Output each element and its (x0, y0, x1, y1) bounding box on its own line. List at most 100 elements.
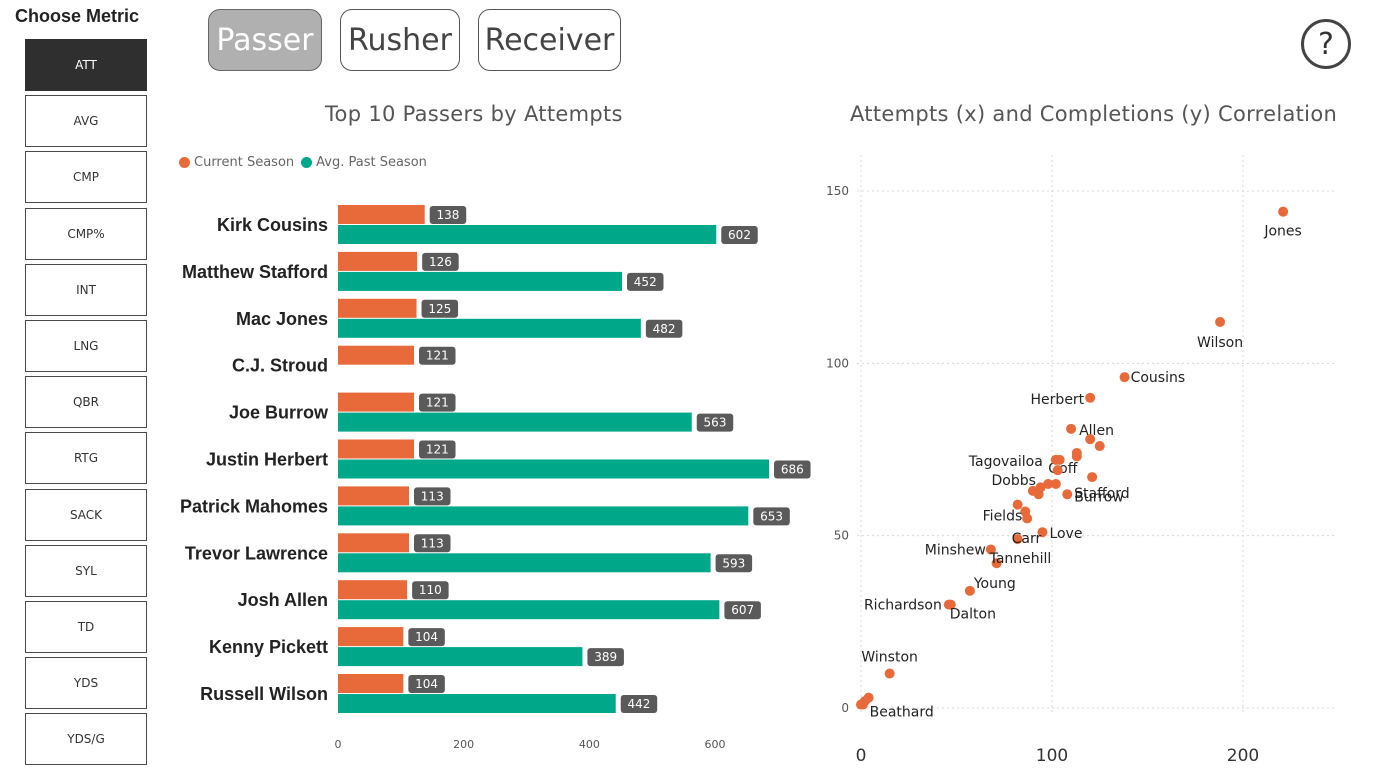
y-tick-label: 150 (826, 184, 849, 198)
scatter-point[interactable] (1062, 489, 1073, 500)
point-label: Stafford (1074, 486, 1130, 502)
player-label: Kenny Pickett (209, 637, 328, 657)
data-label-bg (429, 206, 467, 224)
player-label: Patrick Mahomes (180, 496, 328, 516)
scatter-point[interactable] (1050, 478, 1061, 489)
scatter-point[interactable] (1020, 506, 1031, 517)
scatter-point[interactable] (1071, 447, 1082, 458)
x-tick-label: 200 (453, 738, 474, 751)
metric-button-int[interactable]: INT (25, 263, 147, 316)
metric-button-yds[interactable]: YDS (25, 657, 147, 710)
metric-button-att[interactable]: ATT (25, 39, 147, 91)
scatter-point[interactable] (945, 599, 956, 610)
tab-receiver[interactable]: Receiver (478, 9, 621, 71)
scatter-point[interactable] (1054, 454, 1065, 465)
scatter-point[interactable] (1035, 482, 1046, 493)
scatter-point[interactable] (1052, 465, 1063, 476)
bar-past-season[interactable] (338, 694, 616, 713)
bar-past-season[interactable] (338, 271, 623, 291)
metric-button-sack[interactable]: SACK (25, 488, 147, 541)
bar-past-season[interactable] (338, 412, 692, 432)
scatter-point[interactable] (943, 599, 954, 610)
metric-button-qbr[interactable]: QBR (25, 376, 147, 429)
data-label-bg (587, 648, 624, 667)
tab-passer[interactable]: Passer (208, 9, 322, 71)
bar-past-season[interactable] (338, 506, 749, 526)
data-label: 121 (426, 349, 449, 363)
scatter-point[interactable] (1119, 372, 1130, 383)
scatter-point[interactable] (991, 558, 1002, 569)
bar-current-season[interactable] (338, 205, 425, 224)
data-label-bg (774, 460, 811, 479)
point-label: Carr (1012, 531, 1042, 547)
bar-current-season[interactable] (338, 439, 415, 459)
scatter-point[interactable] (1022, 513, 1033, 524)
scatter-point[interactable] (1027, 485, 1038, 496)
bar-past-season[interactable] (338, 600, 720, 620)
scatter-point[interactable] (859, 696, 870, 707)
bar-current-season[interactable] (338, 486, 410, 506)
scatter-point[interactable] (1215, 316, 1226, 327)
scatter-point[interactable] (985, 544, 996, 555)
scatter-point[interactable] (1012, 499, 1023, 510)
data-label: 104 (415, 677, 438, 691)
scatter-point[interactable] (1085, 434, 1096, 445)
metric-button-syl[interactable]: SYL (25, 544, 147, 597)
scatter-point[interactable] (1066, 423, 1077, 434)
scatter-point[interactable] (863, 692, 874, 703)
bar-current-season[interactable] (338, 627, 404, 647)
data-label: 104 (415, 630, 438, 644)
legend-dot-current (179, 157, 190, 168)
help-icon[interactable]: ? (1301, 19, 1351, 69)
bar-current-season[interactable] (338, 674, 404, 693)
bar-past-season[interactable] (338, 459, 770, 479)
point-label: Cousins (1131, 370, 1186, 386)
metric-button-rtg[interactable]: RTG (25, 432, 147, 485)
bar-current-season[interactable] (338, 533, 410, 553)
scatter-point[interactable] (884, 668, 895, 679)
scatter-point[interactable] (857, 699, 868, 710)
data-label: 110 (419, 583, 442, 597)
scatter-point[interactable] (1094, 441, 1105, 452)
data-label-bg (696, 413, 734, 432)
bar-current-season[interactable] (338, 392, 415, 412)
bar-chart-legend: Current Season Avg. Past Season (179, 155, 434, 170)
point-label: Fields (983, 509, 1023, 525)
bar-past-season[interactable] (338, 318, 641, 338)
scatter-point[interactable] (1043, 478, 1054, 489)
scatter-point[interactable] (1278, 206, 1289, 217)
metric-button-cmp[interactable]: CMP% (25, 207, 147, 260)
scatter-point[interactable] (1012, 534, 1023, 545)
bar-current-season[interactable] (338, 580, 408, 600)
player-label: Mac Jones (236, 309, 328, 329)
data-label-bg (422, 252, 459, 271)
metric-button-td[interactable]: TD (25, 600, 147, 653)
bar-current-season[interactable] (338, 345, 415, 365)
data-label: 126 (429, 255, 452, 269)
bar-chart: Kirk Cousins 138 602 Matthew Stafford 126 452… (180, 205, 811, 751)
bar-past-season[interactable] (338, 647, 583, 667)
point-label: Burrow (1074, 489, 1123, 505)
tab-rusher[interactable]: Rusher (340, 9, 460, 71)
metric-button-lng[interactable]: LNG (25, 319, 147, 372)
scatter-point[interactable] (856, 699, 866, 710)
data-label: 125 (428, 302, 451, 316)
metric-button-cmp[interactable]: CMP (25, 151, 147, 204)
player-label: C.J. Stroud (232, 356, 328, 376)
scatter-point[interactable] (1050, 454, 1061, 465)
point-label: Wilson (1197, 335, 1243, 351)
legend-dot-past (301, 157, 313, 168)
scatter-point[interactable] (1071, 451, 1082, 462)
scatter-point[interactable] (964, 585, 975, 596)
bar-past-season[interactable] (338, 553, 711, 573)
scatter-point[interactable] (1037, 527, 1048, 538)
bar-past-season[interactable] (338, 225, 717, 244)
metric-button-avg[interactable]: AVG (25, 95, 147, 148)
scatter-point[interactable] (1085, 392, 1096, 403)
point-label: Allen (1079, 423, 1114, 439)
scatter-point[interactable] (1087, 472, 1098, 483)
metric-button-ydsg[interactable]: YDS/G (25, 713, 147, 766)
scatter-point[interactable] (1033, 489, 1044, 500)
bar-current-season[interactable] (338, 298, 417, 318)
bar-current-season[interactable] (338, 251, 418, 271)
